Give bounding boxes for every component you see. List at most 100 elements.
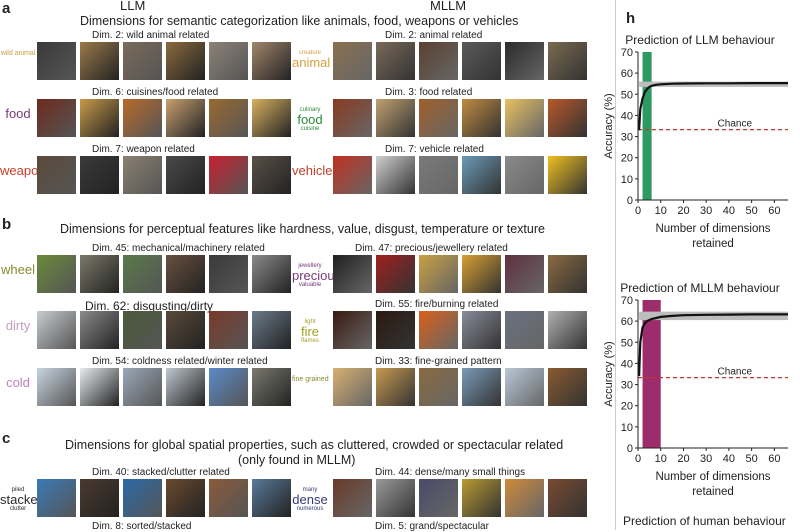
dim-label-mllm: Dim. 2: animal related — [385, 30, 483, 41]
image-thumbnail — [252, 156, 291, 194]
word-cloud-llm: wheel — [1, 262, 35, 277]
y-axis-label: Accuracy (%) — [603, 341, 615, 406]
image-thumbnail — [333, 311, 372, 349]
image-thumbnail — [37, 479, 76, 517]
image-thumbnail — [166, 42, 205, 80]
accuracy-line — [638, 81, 788, 131]
image-thumbnail — [166, 368, 205, 406]
panel-letter-a: a — [2, 0, 11, 17]
dim-label-mllm: Dim. 44: dense/many small things — [375, 467, 526, 478]
image-thumbnail — [505, 368, 544, 406]
dim-label-llm: Dim. 62: disgusting/dirty — [85, 299, 214, 313]
image-thumbnail — [333, 479, 372, 517]
image-thumbnail — [419, 99, 458, 137]
column-header-llm: LLM — [120, 0, 146, 13]
image-thumbnail — [548, 311, 587, 349]
image-thumbnail — [462, 479, 501, 517]
y-tick-label: 40 — [621, 358, 633, 370]
y-tick-label: 10 — [621, 174, 633, 186]
image-thumbnail — [462, 99, 501, 137]
image-thumbnail — [376, 156, 415, 194]
image-thumbnail — [80, 42, 119, 80]
image-thumbnail — [166, 479, 205, 517]
dim-label-mllm: Dim. 55: fire/burning related — [375, 299, 499, 310]
image-thumbnail — [166, 255, 205, 293]
word-cloud-llm: piled stacked clutter — [0, 487, 45, 512]
y-tick-label: 20 — [621, 153, 633, 165]
panel-divider — [615, 0, 616, 530]
image-thumbnail — [376, 479, 415, 517]
image-thumbnail — [209, 156, 248, 194]
dim-label-mllm: Dim. 5: grand/spectacular — [375, 521, 489, 532]
image-thumbnail — [166, 156, 205, 194]
y-tick-label: 30 — [621, 132, 633, 144]
section-b-title: Dimensions for perceptual features like … — [60, 222, 545, 236]
image-thumbnail — [209, 311, 248, 349]
image-thumbnail — [548, 99, 587, 137]
image-thumbnail — [252, 42, 291, 80]
x-axis-label-line1: Number of dimensions — [655, 223, 770, 235]
chance-label: Chance — [718, 119, 753, 130]
image-thumbnail — [505, 99, 544, 137]
x-axis-label-line2: retained — [692, 486, 734, 498]
image-thumbnail — [80, 479, 119, 517]
highlight-bar — [642, 300, 661, 448]
image-thumbnail — [252, 255, 291, 293]
word-cloud-mllm: creature animal — [292, 50, 331, 70]
image-thumbnail — [419, 156, 458, 194]
image-thumbnail — [505, 255, 544, 293]
image-thumbnail — [80, 99, 119, 137]
chart-title: Prediction of LLM behaviour — [625, 33, 774, 47]
dim-label-mllm: Dim. 3: food related — [385, 87, 473, 98]
image-thumbnail — [548, 42, 587, 80]
image-thumbnail — [80, 255, 119, 293]
image-thumbnail — [252, 368, 291, 406]
y-tick-label: 70 — [621, 47, 633, 59]
image-thumbnail — [462, 311, 501, 349]
image-thumbnail — [419, 255, 458, 293]
x-axis-label-line2: retained — [692, 238, 734, 250]
image-thumbnail — [209, 99, 248, 137]
image-thumbnail — [462, 255, 501, 293]
image-thumbnail — [505, 479, 544, 517]
word-cloud-mllm: fine grained — [292, 376, 329, 383]
image-thumbnail — [505, 42, 544, 80]
image-thumbnail — [333, 99, 372, 137]
image-thumbnail — [548, 255, 587, 293]
x-tick-label: 0 — [635, 205, 641, 217]
image-thumbnail — [37, 311, 76, 349]
image-thumbnail — [123, 311, 162, 349]
panel-letter-h: h — [626, 10, 636, 27]
y-axis-label: Accuracy (%) — [603, 93, 615, 158]
chart-mllm-prediction: Prediction of MLLM behaviour Chance 0 10 20 3… — [603, 281, 788, 498]
panel-letter-c: c — [2, 430, 11, 447]
dim-label-llm: Dim. 7: weapon related — [92, 144, 195, 155]
x-tick-label: 60 — [768, 453, 780, 465]
y-tick-label: 40 — [621, 110, 633, 122]
image-thumbnail — [505, 156, 544, 194]
image-thumbnail — [376, 42, 415, 80]
y-tick-label: 10 — [621, 422, 633, 434]
accuracy-line — [638, 313, 788, 377]
x-tick-label: 30 — [700, 205, 712, 217]
word-cloud-mllm: culinary food cuisine — [297, 107, 323, 132]
image-thumbnail — [37, 156, 76, 194]
image-thumbnail — [80, 368, 119, 406]
panel-letter-b: b — [2, 216, 12, 233]
image-thumbnail — [548, 156, 587, 194]
dim-label-llm: Dim. 2: wild animal related — [92, 30, 210, 41]
y-tick-label: 70 — [621, 295, 633, 307]
dim-label-llm: Dim. 6: cuisines/food related — [92, 87, 219, 98]
image-thumbnail — [37, 42, 76, 80]
y-tick-label: 60 — [621, 68, 633, 80]
image-thumbnail — [548, 368, 587, 406]
x-tick-label: 10 — [655, 453, 667, 465]
x-tick-label: 30 — [700, 453, 712, 465]
image-thumbnail — [419, 311, 458, 349]
word-cloud-llm: dirty — [5, 318, 31, 333]
image-thumbnail — [123, 99, 162, 137]
y-tick-label: 30 — [621, 380, 633, 392]
image-thumbnail — [123, 368, 162, 406]
image-thumbnail — [462, 156, 501, 194]
dim-label-llm: Dim. 8: sorted/stacked — [92, 521, 192, 532]
